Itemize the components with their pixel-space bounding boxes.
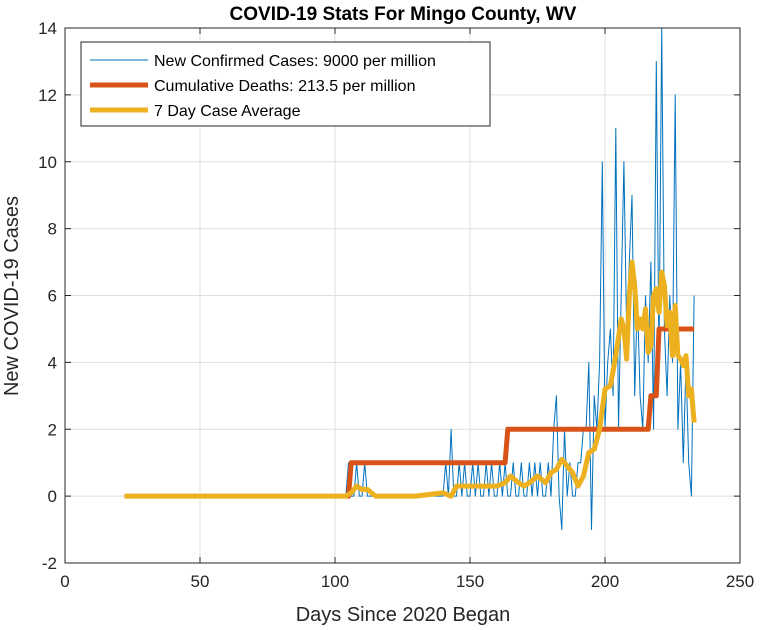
- y-tick-label: 2: [48, 420, 57, 439]
- legend: New Confirmed Cases: 9000 per million Cu…: [80, 41, 491, 127]
- x-tick-label: 150: [456, 572, 484, 591]
- y-axis-label: New COVID-19 Cases: [1, 196, 23, 396]
- legend-label-average: 7 Day Case Average: [154, 103, 301, 120]
- x-tick-label: 100: [321, 572, 349, 591]
- series-cumulative-deaths: [345, 326, 695, 499]
- legend-box: [80, 41, 491, 127]
- y-tick-label: 12: [38, 86, 57, 105]
- series-layer: [124, 28, 697, 531]
- y-tick-label: -2: [42, 554, 57, 573]
- x-axis-label: Days Since 2020 Began: [296, 604, 511, 626]
- x-tick-label: 250: [726, 572, 754, 591]
- y-tick-label: 0: [48, 487, 57, 506]
- y-tick-label: 6: [48, 287, 57, 306]
- chart-title: COVID-19 Stats For Mingo County, WV: [230, 4, 577, 25]
- x-tick-label: 50: [191, 572, 210, 591]
- y-tick-label: 4: [48, 353, 57, 372]
- series-7-day-average: [124, 259, 697, 499]
- legend-label-new-cases: New Confirmed Cases: 9000 per million: [154, 53, 436, 70]
- y-tick-label: 14: [38, 19, 57, 38]
- x-tick-label: 0: [60, 572, 69, 591]
- y-tick-label: 10: [38, 153, 57, 172]
- x-tick-label: 200: [591, 572, 619, 591]
- legend-label-deaths: Cumulative Deaths: 213.5 per million: [154, 78, 415, 95]
- y-tick-label: 8: [48, 220, 57, 239]
